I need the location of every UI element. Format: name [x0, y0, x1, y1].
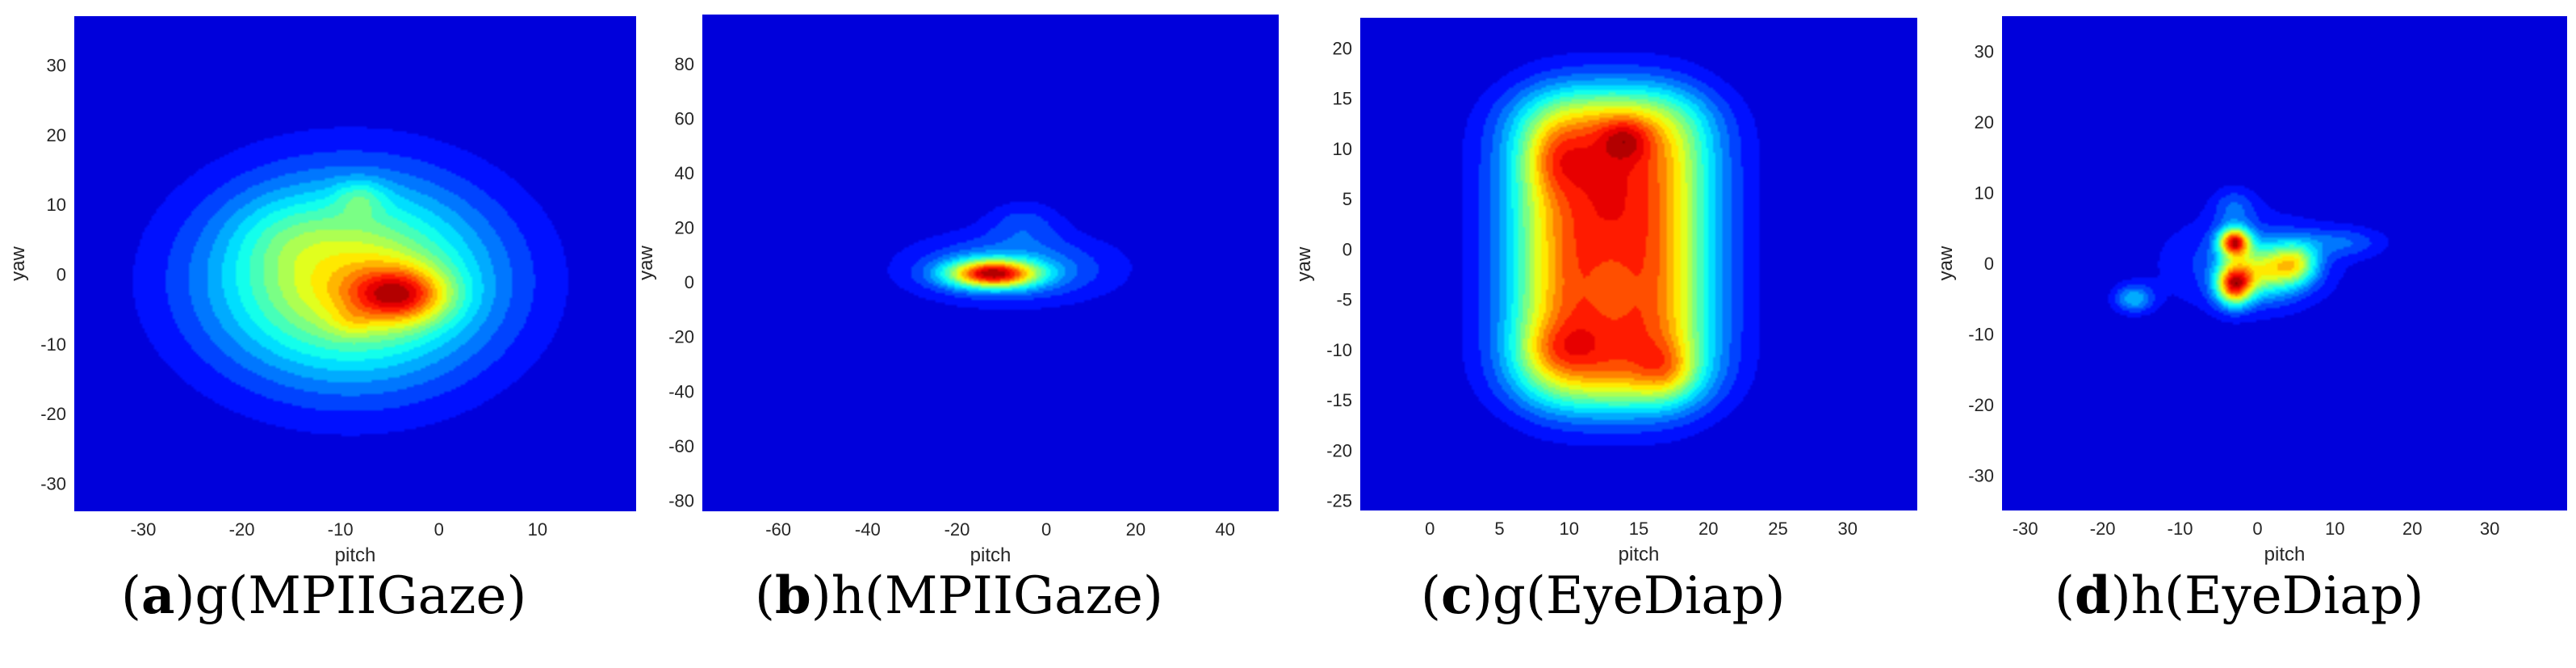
y-tick-label: 0 [1984, 254, 1994, 274]
heatmap-density-a [74, 16, 636, 511]
caption-b: (b)h(MPIIGaze) [755, 565, 1163, 626]
caption-letter: b [774, 565, 811, 626]
x-tick-label: 40 [1215, 519, 1234, 540]
caption-c: (c)g(EyeDiap) [1421, 565, 1785, 626]
caption-open-paren: ( [2055, 566, 2075, 626]
x-tick-label: 20 [1126, 519, 1146, 540]
y-tick-label: -20 [1326, 440, 1352, 460]
caption-text: h(MPIIGaze) [831, 566, 1163, 626]
caption-d: (d)h(EyeDiap) [2055, 565, 2424, 626]
y-tick-label: 0 [1342, 239, 1352, 259]
y-tick-label: 5 [1342, 189, 1352, 209]
x-tick-label: 30 [1838, 519, 1858, 539]
x-axis-title: pitch [2264, 544, 2306, 565]
x-tick-label: -10 [328, 519, 354, 540]
x-tick-label: 10 [528, 519, 547, 540]
x-tick-label: -20 [229, 519, 255, 540]
x-tick-label: -30 [2013, 519, 2038, 539]
y-axis-title: yaw [7, 246, 29, 280]
x-tick-label: 0 [1041, 519, 1051, 540]
x-tick-label: -10 [2168, 519, 2193, 539]
caption-close-paren: ) [810, 566, 831, 626]
y-tick-label: 10 [1975, 183, 1994, 204]
caption-letter: d [2074, 565, 2111, 626]
x-tick-label: 5 [1494, 519, 1504, 539]
y-tick-label: -20 [40, 404, 66, 424]
x-axis-title: pitch [970, 544, 1012, 566]
y-tick-label: -15 [1326, 390, 1352, 410]
caption-open-paren: ( [1421, 566, 1441, 626]
x-tick-label: -30 [131, 519, 157, 540]
y-tick-label: -80 [668, 490, 694, 510]
y-tick-label: 20 [1975, 112, 1994, 132]
y-axis-title: yaw [635, 245, 657, 279]
caption-text: g(MPIIGaze) [195, 566, 527, 626]
y-tick-label: 10 [1333, 139, 1352, 159]
caption-letter: c [1440, 565, 1472, 626]
caption-a: (a)g(MPIIGaze) [121, 565, 526, 626]
y-tick-label: 40 [675, 163, 694, 183]
x-tick-label: -20 [2090, 519, 2116, 539]
heatmap-density-d [2002, 16, 2567, 510]
y-tick-label: 15 [1333, 89, 1352, 109]
y-tick-label: -10 [1968, 324, 1994, 344]
x-tick-label: 20 [1698, 519, 1718, 539]
heatmap-chart-a: -30 -20 -10 0 10 -30 -20 -10 0 10 20 30 pitch yaw [7, 16, 636, 566]
y-tick-label: 30 [1975, 42, 1994, 62]
y-tick-label: 0 [685, 272, 694, 292]
x-axis-title: pitch [335, 544, 376, 566]
x-tick-label: 30 [2480, 519, 2499, 539]
y-tick-label: -10 [40, 334, 66, 355]
y-tick-label: -5 [1336, 290, 1352, 310]
heatmap-chart-c: 0 5 10 15 20 25 30 -25 -20 -15 -10 -5 0 5 10 15 20 pitch y… [1293, 18, 1917, 565]
heatmap-chart-b: -60 -40 -20 0 20 40 -80 -60 -40 -20 0 20 40 60 80 pitch… [635, 15, 1279, 566]
y-tick-label: -30 [40, 473, 66, 494]
x-tick-label: 25 [1768, 519, 1787, 539]
caption-close-paren: ) [1472, 566, 1493, 626]
x-tick-label: 0 [1425, 519, 1435, 539]
y-tick-label: -40 [668, 381, 694, 401]
heatmap-density-b [702, 15, 1279, 511]
x-tick-label: -60 [765, 519, 791, 540]
y-tick-label: 20 [47, 125, 66, 145]
x-tick-label: -40 [855, 519, 881, 540]
caption-open-paren: ( [755, 566, 775, 626]
caption-letter: a [140, 565, 175, 626]
caption-close-paren: ) [174, 566, 195, 626]
x-tick-label: 20 [2402, 519, 2422, 539]
y-tick-label: -30 [1968, 465, 1994, 485]
x-tick-label: 10 [2325, 519, 2344, 539]
x-tick-label: -20 [945, 519, 970, 540]
y-tick-label: 60 [675, 108, 694, 128]
x-tick-label: 0 [434, 519, 444, 540]
y-axis-title: yaw [1293, 246, 1315, 281]
x-tick-label: 10 [1560, 519, 1579, 539]
y-tick-label: -60 [668, 436, 694, 456]
y-tick-label: 10 [47, 195, 66, 215]
y-tick-label: -25 [1326, 491, 1352, 511]
caption-text: g(EyeDiap) [1492, 566, 1786, 626]
y-tick-label: 30 [47, 55, 66, 75]
caption-text: h(EyeDiap) [2130, 566, 2424, 626]
y-axis-title: yaw [1935, 246, 1957, 280]
y-tick-label: 80 [675, 54, 694, 74]
heatmap-density-c [1360, 18, 1917, 510]
x-axis-title: pitch [1619, 544, 1660, 565]
x-tick-label: 0 [2252, 519, 2262, 539]
heatmap-chart-d: -30 -20 -10 0 10 20 30 -30 -20 -10 0 10 20 30 pitch yaw [1935, 16, 2567, 565]
y-tick-label: 20 [675, 218, 694, 238]
caption-open-paren: ( [121, 566, 141, 626]
x-tick-label: 15 [1629, 519, 1648, 539]
y-tick-label: 20 [1333, 38, 1352, 58]
y-tick-label: 0 [57, 264, 66, 284]
y-tick-label: -10 [1326, 340, 1352, 360]
y-tick-label: -20 [668, 327, 694, 347]
y-tick-label: -20 [1968, 395, 1994, 415]
caption-close-paren: ) [2110, 566, 2131, 626]
